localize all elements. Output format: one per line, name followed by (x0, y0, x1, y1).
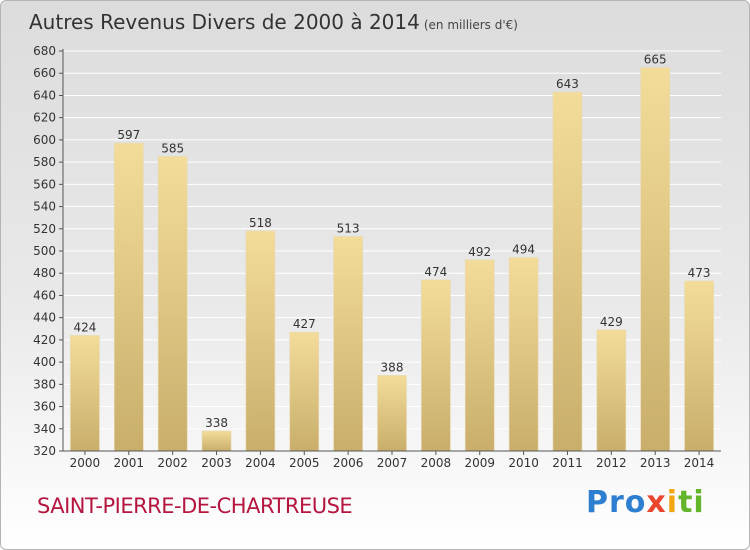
bar-2007 (377, 375, 407, 452)
y-tick-label: 460 (33, 288, 56, 302)
logo-part-2: x (646, 485, 667, 520)
value-label-2001: 597 (117, 128, 140, 142)
x-tick-label-2009: 2009 (464, 456, 495, 470)
value-label-2003: 338 (205, 416, 228, 430)
x-tick-label-2007: 2007 (377, 456, 408, 470)
x-tick-label-2013: 2013 (640, 456, 671, 470)
x-tick-label-2002: 2002 (157, 456, 188, 470)
value-label-2000: 424 (73, 320, 96, 334)
bar-2004 (245, 230, 276, 452)
x-tick-label-2014: 2014 (684, 456, 715, 470)
value-label-2010: 494 (512, 243, 535, 257)
bar-2001 (114, 142, 144, 452)
y-tick-label: 660 (33, 66, 56, 80)
y-tick-label: 500 (33, 244, 56, 258)
bar-2002 (157, 156, 188, 452)
y-tick-label: 560 (33, 177, 56, 191)
y-tick-label: 640 (33, 88, 56, 102)
y-tick-label: 520 (33, 222, 56, 236)
labels: 320 340 360 380 400 420 440 460 480 500 520 540 560 5… (33, 44, 714, 470)
y-tick-label: 400 (33, 355, 56, 369)
city-name: SAINT-PIERRE-DE-CHARTREUSE (37, 494, 353, 518)
value-label-2007: 388 (381, 360, 404, 374)
x-tick-label-2012: 2012 (596, 456, 627, 470)
y-tick-label: 680 (33, 44, 56, 58)
bar-2010 (508, 257, 539, 452)
bar-2013 (640, 67, 671, 452)
y-tick-label: 540 (33, 200, 56, 214)
logo-part-1: Pro (586, 485, 647, 520)
y-tick-label: 440 (33, 311, 56, 325)
x-tick-label-2004: 2004 (245, 456, 276, 470)
y-tick-label: 420 (33, 333, 56, 347)
x-tick-label-2003: 2003 (201, 456, 232, 470)
value-label-2008: 474 (424, 265, 447, 279)
value-label-2005: 427 (293, 317, 316, 331)
value-label-2002: 585 (161, 142, 184, 156)
value-label-2014: 473 (688, 266, 711, 280)
logo-part-4: ti (678, 485, 705, 520)
bar-2012 (596, 329, 627, 452)
x-tick-label-2011: 2011 (552, 456, 583, 470)
y-tick-label: 380 (33, 377, 56, 391)
bar-2005 (289, 331, 320, 452)
bar-2008 (421, 279, 451, 452)
value-label-2004: 518 (249, 216, 272, 230)
x-tick-label-2000: 2000 (70, 456, 101, 470)
bar-2000 (70, 335, 100, 452)
x-tick-label-2005: 2005 (289, 456, 320, 470)
value-label-2013: 665 (644, 53, 667, 67)
y-tick-label: 480 (33, 266, 56, 280)
bar-2011 (552, 91, 583, 452)
logo-part-3: i (666, 485, 679, 520)
y-tick-label: 320 (33, 444, 56, 458)
bar-2003 (201, 430, 232, 452)
value-label-2012: 429 (600, 315, 623, 329)
bar-2009 (464, 259, 495, 452)
y-tick-label: 360 (33, 400, 56, 414)
x-tick-label-2008: 2008 (421, 456, 452, 470)
y-tick-label: 580 (33, 155, 56, 169)
x-tick-label-2010: 2010 (508, 456, 539, 470)
value-label-2011: 643 (556, 77, 579, 91)
y-tick-label: 340 (33, 422, 56, 436)
value-label-2009: 492 (468, 245, 491, 259)
axes (59, 49, 721, 455)
value-label-2006: 513 (337, 222, 360, 236)
chart-title: Autres Revenus Divers de 2000 à 2014 (en … (29, 10, 518, 34)
proxiti-logo[interactable]: Proxiti (586, 485, 705, 520)
x-tick-label-2006: 2006 (333, 456, 364, 470)
bars (70, 67, 714, 452)
y-tick-label: 600 (33, 133, 56, 147)
chart-unit: (en milliers d'€) (423, 18, 518, 32)
bar-2006 (333, 236, 363, 452)
chart-title-text: Autres Revenus Divers de 2000 à 2014 (29, 10, 420, 34)
x-tick-label-2001: 2001 (114, 456, 145, 470)
y-tick-label: 620 (33, 111, 56, 125)
bar-2014 (684, 280, 714, 452)
